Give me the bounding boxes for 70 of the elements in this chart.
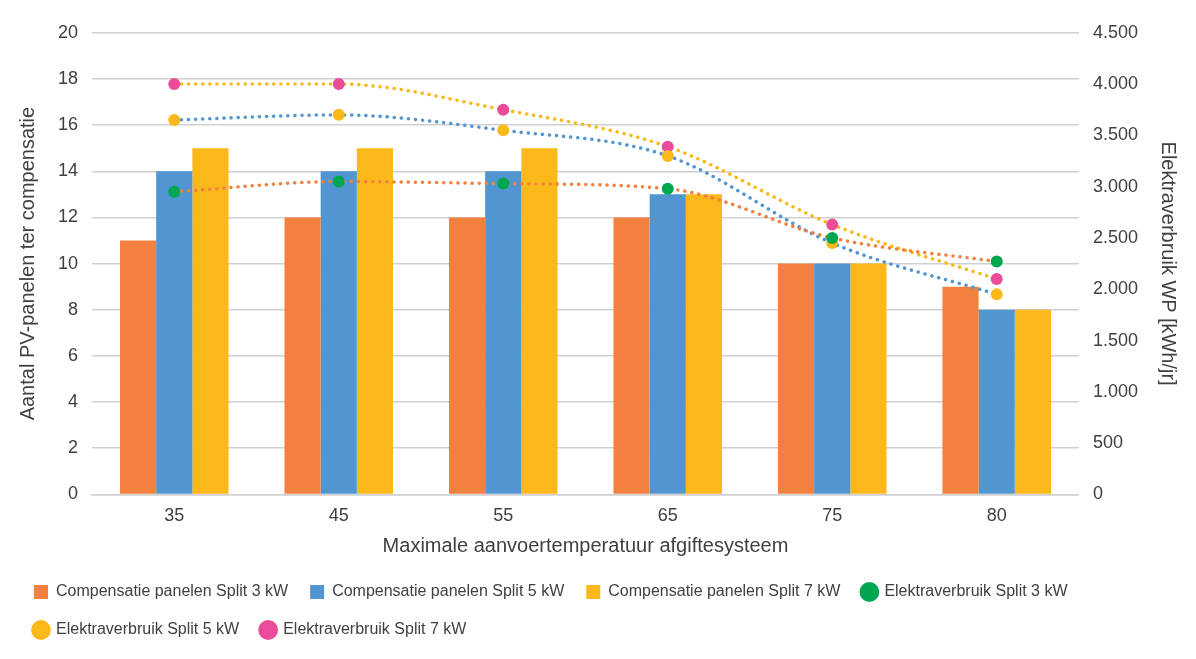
point — [990, 288, 1003, 301]
y2-tick-label: 1.000 — [1092, 380, 1138, 401]
bar — [942, 286, 979, 494]
bar — [320, 171, 357, 494]
bar — [1014, 309, 1051, 494]
y2-tick-label: 4.500 — [1092, 21, 1138, 42]
y2-tick-label: 500 — [1092, 432, 1123, 453]
bar — [649, 194, 686, 494]
y-axis-title: Aantal PV-panelen ter compensatie — [15, 106, 38, 421]
y2-tick-label: 2.000 — [1092, 278, 1138, 299]
bar — [978, 309, 1015, 494]
point — [168, 185, 181, 198]
y2-tick-label: 2.500 — [1092, 226, 1138, 247]
y2-axis-title: Elektraverbruik WP [kWh/jr] — [1158, 141, 1181, 386]
bar — [284, 217, 321, 494]
x-tick-label: 80 — [986, 505, 1007, 526]
legend-label: Compensatie panelen Split 5 kW — [332, 582, 566, 600]
y-tick-label: 12 — [57, 206, 79, 227]
point — [497, 103, 510, 116]
bar — [356, 148, 394, 494]
x-tick-label: 35 — [164, 505, 185, 526]
y-tick-label: 10 — [57, 252, 79, 273]
point — [661, 149, 674, 162]
bar — [685, 194, 723, 494]
x-tick-label: 55 — [493, 505, 514, 526]
x-axis-title: Maximale aanvoertemperatuur afgiftesysteem — [382, 533, 789, 556]
y-tick-label: 4 — [68, 391, 79, 412]
x-tick-label: 65 — [657, 505, 678, 526]
y-tick-label: 6 — [68, 344, 79, 365]
y2-tick-label: 3.000 — [1092, 175, 1138, 196]
legend-label: Compensatie panelen Split 3 kW — [56, 582, 290, 600]
bar — [521, 148, 558, 494]
point — [826, 231, 839, 244]
bar — [814, 263, 851, 494]
legend-label: Compensatie panelen Split 7 kW — [608, 582, 842, 600]
y2-tick-label: 0 — [1092, 483, 1103, 504]
bar — [156, 171, 193, 494]
bar — [613, 217, 650, 494]
legend-label: Elektraverbruik Split 3 kW — [884, 582, 1069, 600]
legend-label: Elektraverbruik Split 7 kW — [283, 620, 468, 638]
point — [497, 177, 510, 190]
y-tick-label: 0 — [68, 483, 79, 504]
y-tick-label: 20 — [57, 21, 79, 42]
y2-tick-label: 4.000 — [1092, 73, 1138, 94]
y2-tick-label: 3.500 — [1092, 124, 1138, 145]
point — [332, 78, 345, 91]
y-tick-label: 8 — [68, 298, 79, 319]
legend-label: Elektraverbruik Split 5 kW — [56, 620, 241, 638]
bar — [777, 263, 815, 494]
x-tick-label: 75 — [822, 505, 843, 526]
y2-tick-label: 1.500 — [1092, 329, 1138, 350]
point — [168, 78, 181, 91]
point — [661, 182, 674, 195]
point — [168, 113, 181, 126]
point — [826, 218, 839, 231]
bar — [192, 148, 229, 494]
point — [990, 272, 1003, 285]
point — [990, 255, 1003, 268]
point — [332, 175, 345, 188]
y-tick-label: 14 — [57, 160, 79, 181]
x-tick-label: 45 — [328, 505, 349, 526]
y-tick-label: 18 — [57, 67, 79, 88]
bar — [119, 240, 157, 494]
point — [497, 124, 510, 137]
y-tick-label: 2 — [68, 437, 79, 458]
bar — [850, 263, 887, 494]
bar — [485, 171, 522, 494]
y-tick-label: 16 — [57, 114, 79, 135]
bar — [448, 217, 486, 494]
point — [332, 108, 345, 121]
